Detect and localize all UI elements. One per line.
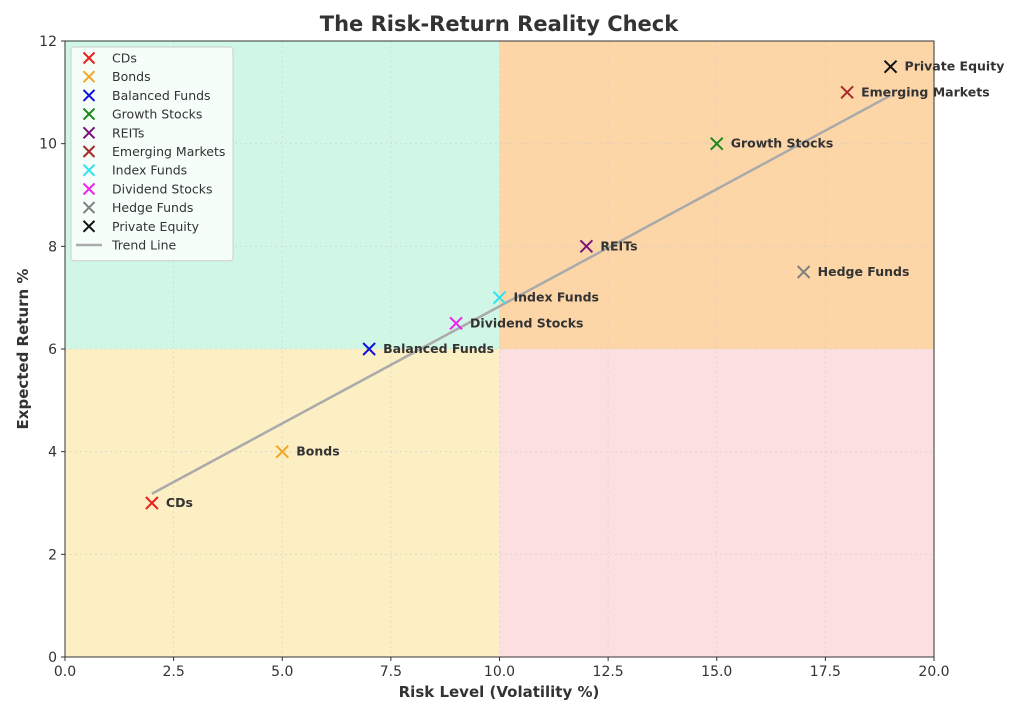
legend-label-trend: Trend Line bbox=[111, 238, 177, 253]
point-label-8: Hedge Funds bbox=[818, 264, 910, 279]
x-tick-label-3: 7.5 bbox=[380, 664, 402, 680]
y-tick-label-5: 10 bbox=[39, 137, 57, 153]
legend-marker-8 bbox=[82, 201, 96, 214]
legend-label-9: Private Equity bbox=[112, 219, 200, 234]
x-tick-label-1: 2.5 bbox=[162, 664, 184, 680]
legend-box bbox=[70, 46, 234, 262]
point-marker-3 bbox=[710, 136, 724, 151]
legend-label-0: CDs bbox=[112, 51, 137, 66]
legend-label-8: Hedge Funds bbox=[112, 200, 193, 215]
point-marker-7 bbox=[449, 316, 463, 331]
y-tick-label-3: 6 bbox=[48, 342, 57, 358]
x-tick-label-0: 0.0 bbox=[54, 664, 76, 680]
point-label-9: Private Equity bbox=[905, 59, 1005, 74]
legend-marker-1 bbox=[82, 70, 96, 83]
legend-marker-0 bbox=[82, 51, 96, 65]
legend-marker-6 bbox=[82, 163, 96, 177]
point-marker-1 bbox=[275, 444, 289, 459]
legend-marker-7 bbox=[82, 182, 96, 196]
chart-title: The Risk-Return Reality Check bbox=[320, 12, 679, 36]
point-marker-4 bbox=[579, 239, 594, 254]
point-label-2: Balanced Funds bbox=[383, 341, 494, 356]
point-label-1: Bonds bbox=[296, 444, 339, 459]
legend-marker-4 bbox=[82, 126, 96, 140]
legend-label-4: REITs bbox=[112, 125, 144, 140]
x-tick-label-2: 5.0 bbox=[271, 664, 293, 680]
axis-ticks: 0.0 2.5 5.0 7.5 10.0 12.5 15.0 17.5 20.0 0 2 4 6 8 10 1… bbox=[39, 34, 949, 680]
legend-marker-5 bbox=[82, 145, 96, 158]
x-tick-label-5: 12.5 bbox=[593, 664, 624, 680]
point-label-5: Emerging Markets bbox=[861, 84, 990, 99]
point-marker-5 bbox=[840, 85, 854, 100]
y-tick-label-0: 0 bbox=[48, 650, 57, 666]
legend-label-1: Bonds bbox=[112, 69, 151, 84]
y-tick-label-6: 12 bbox=[39, 34, 57, 50]
legend-marker-9 bbox=[82, 220, 96, 233]
point-label-6: Index Funds bbox=[514, 290, 600, 305]
point-marker-8 bbox=[796, 265, 811, 279]
point-label-7: Dividend Stocks bbox=[470, 315, 583, 330]
legend-label-2: Balanced Funds bbox=[112, 88, 211, 103]
data-points: CDs Bonds Balanced Funds Growth Stocks REITs… bbox=[145, 59, 1005, 510]
legend-marker-2 bbox=[82, 89, 96, 102]
trend-line-group bbox=[151, 94, 892, 495]
y-tick-label-1: 2 bbox=[48, 547, 57, 563]
legend: CDs Bonds Balanced Funds Growth Stocks REITs… bbox=[70, 46, 234, 262]
point-label-3: Growth Stocks bbox=[731, 136, 834, 151]
point-marker-2 bbox=[362, 342, 376, 356]
legend-label-7: Dividend Stocks bbox=[112, 181, 213, 196]
x-tick-label-6: 15.0 bbox=[701, 664, 732, 680]
legend-label-5: Emerging Markets bbox=[112, 144, 225, 159]
legend-label-6: Index Funds bbox=[112, 163, 187, 178]
x-axis-label: Risk Level (Volatility %) bbox=[399, 683, 600, 701]
point-label-0: CDs bbox=[166, 495, 193, 510]
point-label-4: REITs bbox=[600, 238, 637, 253]
point-marker-6 bbox=[492, 290, 507, 305]
y-tick-label-2: 4 bbox=[48, 445, 57, 461]
point-marker-0 bbox=[145, 496, 159, 510]
y-axis-label: Expected Return % bbox=[14, 269, 32, 430]
y-tick-label-4: 8 bbox=[48, 239, 57, 255]
x-tick-label-8: 20.0 bbox=[918, 664, 949, 680]
legend-marker-3 bbox=[82, 107, 96, 121]
point-marker-9 bbox=[883, 59, 898, 74]
x-tick-label-7: 17.5 bbox=[810, 664, 841, 680]
x-tick-label-4: 10.0 bbox=[484, 664, 515, 680]
trend-line bbox=[151, 94, 892, 495]
legend-label-3: Growth Stocks bbox=[112, 107, 202, 122]
